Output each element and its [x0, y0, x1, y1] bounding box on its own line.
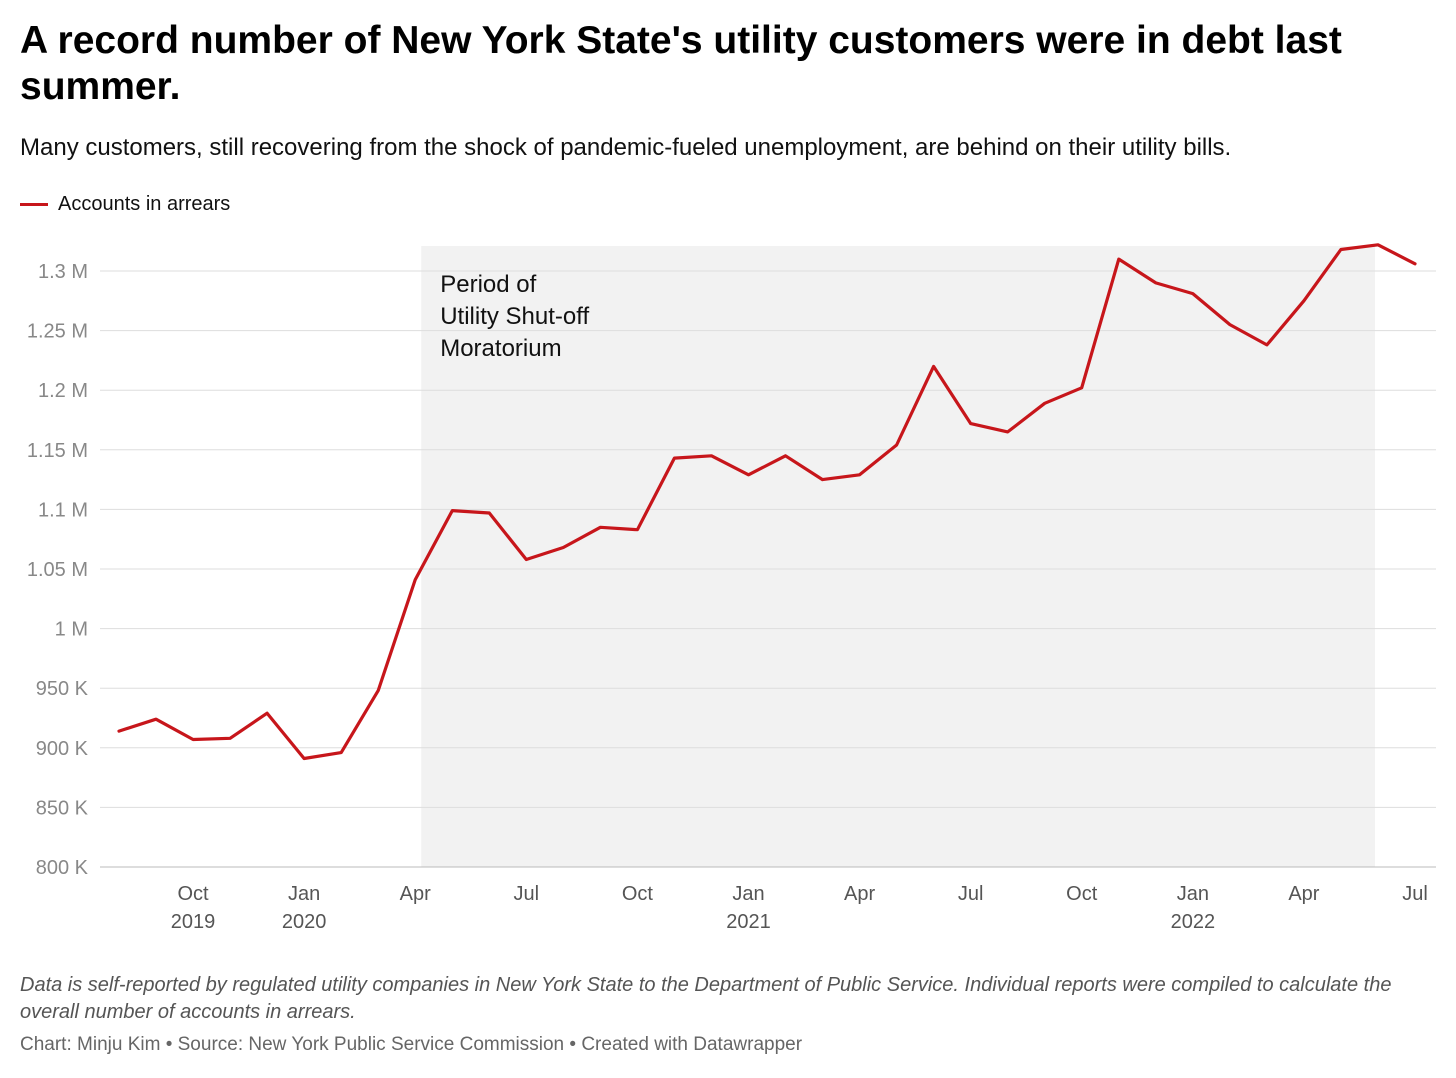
- y-tick-label: 1 M: [55, 619, 88, 641]
- y-tick-label: 1.1 M: [38, 499, 88, 521]
- x-tick-year: 2019: [171, 911, 216, 933]
- y-tick-label: 1.25 M: [27, 321, 88, 343]
- y-tick-label: 1.05 M: [27, 559, 88, 581]
- x-tick-label: Jan: [288, 883, 320, 905]
- series-line-accounts-in-arrears: [117, 243, 1417, 761]
- y-tick-label: 800 K: [36, 857, 89, 879]
- x-tick-label: Jan: [732, 883, 764, 905]
- line-chart: 800 K 850 K 900 K 950 K 1 M 1.05 M 1.1 M 1.15 M…: [27, 243, 1436, 933]
- x-tick-year: 2022: [1171, 911, 1216, 933]
- moratorium-label: Moratorium: [440, 335, 561, 362]
- x-tick-label: Jul: [1402, 883, 1428, 905]
- x-tick-label: Apr: [400, 883, 431, 905]
- x-tick-year: 2020: [282, 911, 327, 933]
- moratorium-band: [421, 246, 1375, 867]
- x-tick-label: Jul: [958, 883, 984, 905]
- x-tick-label: Jul: [514, 883, 540, 905]
- moratorium-label: Period of: [440, 271, 536, 298]
- y-tick-label: 1.3 M: [38, 261, 88, 283]
- y-tick-label: 900 K: [36, 738, 89, 760]
- legend: Accounts in arrears: [20, 190, 230, 218]
- chart-notes: Data is self-reported by regulated utili…: [20, 974, 1392, 1023]
- x-tick-label: Oct: [622, 883, 654, 905]
- x-tick-label: Jan: [1177, 883, 1209, 905]
- x-tick-year: 2021: [726, 911, 771, 933]
- y-tick-label: 1.15 M: [27, 440, 88, 462]
- x-tick-label: Apr: [1288, 883, 1319, 905]
- moratorium-label: Utility Shut-off: [440, 303, 589, 330]
- legend-label: Accounts in arrears: [58, 192, 231, 215]
- x-tick-label: Oct: [177, 883, 209, 905]
- y-tick-label: 850 K: [36, 797, 89, 819]
- x-tick-label: Oct: [1066, 883, 1098, 905]
- chart-subtitle: Many customers, still recovering from th…: [20, 134, 1232, 161]
- x-tick-label: Apr: [844, 883, 875, 905]
- chart-credit: Chart: Minju Kim • Source: New York Publ…: [20, 1034, 803, 1055]
- y-tick-label: 950 K: [36, 678, 89, 700]
- chart-title: A record number of New York State's util…: [20, 19, 1342, 108]
- y-tick-label: 1.2 M: [38, 380, 88, 402]
- legend-swatch: [20, 202, 48, 206]
